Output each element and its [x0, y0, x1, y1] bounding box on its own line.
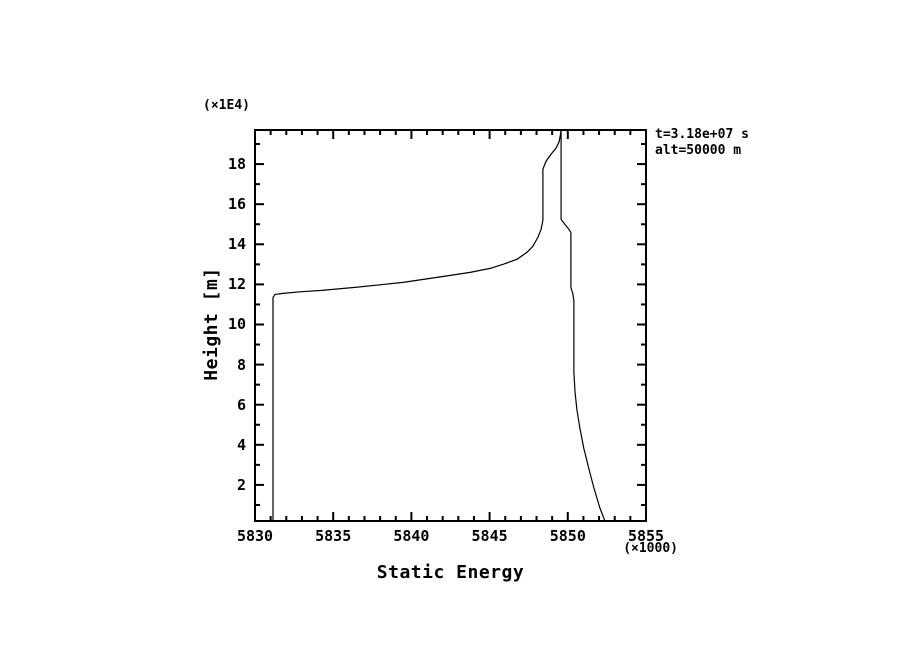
x-axis-multiplier: (×1000): [623, 541, 678, 556]
x-tick-label: 5845: [471, 527, 508, 545]
y-tick-label: 16: [227, 195, 246, 214]
y-tick-label: 8: [236, 355, 246, 374]
y-tick-label: 10: [227, 315, 246, 334]
axis-ticks: [254, 131, 647, 520]
y-tick-label: 4: [236, 435, 246, 454]
annotation-time: t=3.18e+07 s: [655, 127, 749, 142]
y-tick-label: 18: [227, 155, 246, 174]
y-tick-label: 14: [227, 235, 246, 254]
y-tick-label: 2: [236, 475, 246, 494]
x-tick-label: 5835: [315, 527, 352, 545]
y-tick-label: 12: [227, 275, 246, 294]
annotation-altitude: alt=50000 m: [655, 143, 742, 158]
x-tick-label: 5830: [236, 527, 274, 545]
static-energy-profile-left-curve: [272, 129, 562, 521]
plot-border: [254, 129, 647, 522]
x-tick-label: 5840: [393, 527, 430, 545]
x-tick-label: 5855: [627, 527, 665, 545]
y-axis-multiplier: (×1E4): [203, 98, 250, 113]
x-tick-label: 5850: [549, 527, 586, 545]
static-energy-profile-right-curve: [560, 130, 606, 522]
x-axis-title: Static Energy: [376, 562, 525, 583]
y-tick-label: 6: [236, 395, 246, 414]
